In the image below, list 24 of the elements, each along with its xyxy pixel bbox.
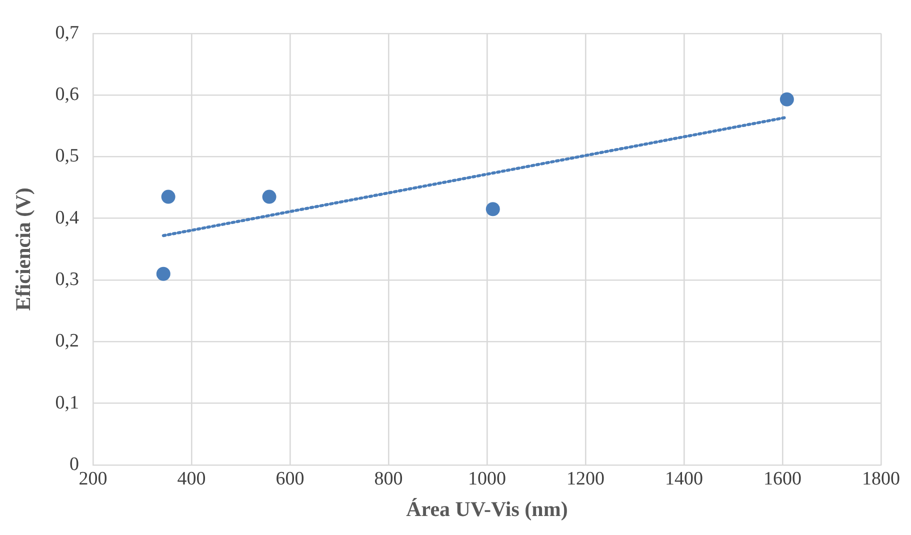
y-tick-label: 0,7 [55, 22, 79, 44]
point [780, 92, 794, 106]
x-tick-label: 1600 [763, 468, 802, 490]
x-tick-label: 1800 [862, 468, 900, 490]
x-tick-label: 1200 [566, 468, 604, 490]
y-axis-title: Eficiencia (V) [11, 188, 36, 311]
x-tick-label: 1000 [468, 468, 506, 490]
x-tick-label: 600 [276, 468, 304, 490]
point [156, 266, 170, 281]
point [486, 202, 500, 216]
y-tick-label: 0,1 [55, 392, 79, 414]
x-tick-label: 800 [374, 468, 403, 490]
point [161, 190, 176, 204]
y-tick-label: 0,6 [55, 84, 79, 106]
x-tick-label: 400 [177, 468, 206, 490]
x-axis-title: Área UV-Vis (nm) [406, 496, 568, 521]
x-tick-label: 200 [78, 468, 108, 490]
y-tick-label: 0,5 [55, 146, 79, 167]
y-tick-label: 0,4 [55, 207, 80, 228]
y-tick-label: 0,2 [55, 330, 79, 352]
point [262, 190, 276, 204]
x-tick-label: 1400 [664, 468, 703, 490]
y-tick-label: 0 [69, 454, 79, 475]
y-tick-label: 0,3 [55, 269, 79, 290]
